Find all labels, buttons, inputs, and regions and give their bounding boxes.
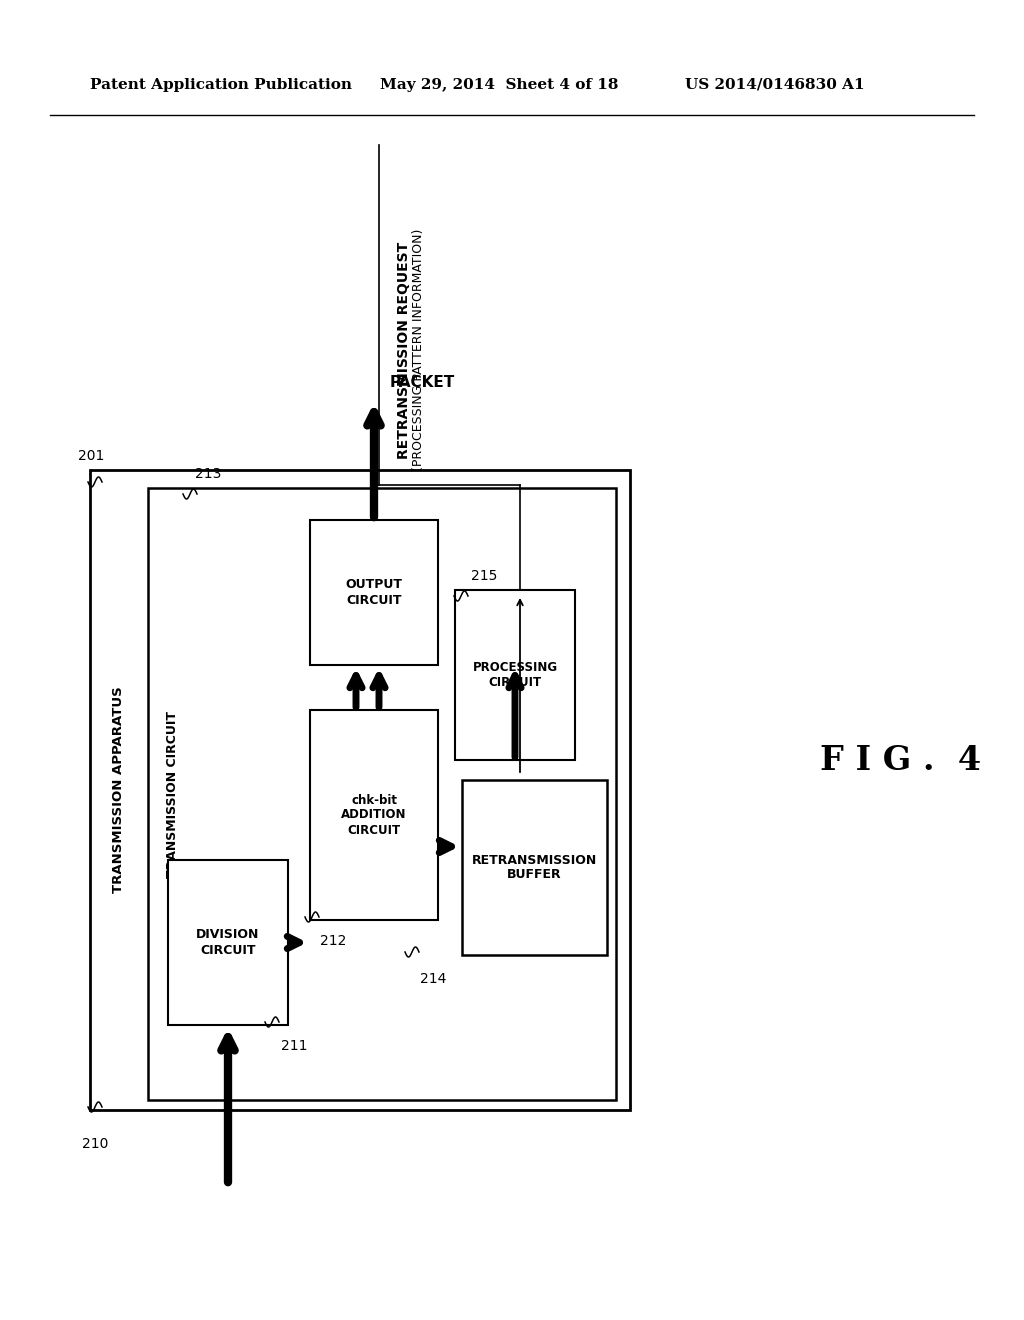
Text: TRANSMISSION CIRCUIT: TRANSMISSION CIRCUIT bbox=[167, 710, 179, 878]
Bar bbox=[90, 470, 630, 1110]
Text: 213: 213 bbox=[195, 467, 221, 480]
FancyArrowPatch shape bbox=[509, 676, 521, 758]
Text: RETRANSMISSION REQUEST: RETRANSMISSION REQUEST bbox=[397, 242, 411, 458]
Text: 201: 201 bbox=[78, 449, 104, 463]
FancyArrowPatch shape bbox=[368, 412, 381, 517]
Text: US 2014/0146830 A1: US 2014/0146830 A1 bbox=[685, 78, 864, 92]
Text: (PROCESSING PATTERN INFORMATION): (PROCESSING PATTERN INFORMATION) bbox=[412, 228, 425, 471]
FancyArrowPatch shape bbox=[221, 1038, 234, 1183]
Text: May 29, 2014  Sheet 4 of 18: May 29, 2014 Sheet 4 of 18 bbox=[380, 78, 618, 92]
Bar bbox=[310, 520, 438, 665]
FancyArrowPatch shape bbox=[288, 936, 299, 949]
Text: 214: 214 bbox=[420, 972, 446, 986]
FancyArrowPatch shape bbox=[517, 599, 523, 772]
Text: 211: 211 bbox=[281, 1039, 307, 1053]
Text: 210: 210 bbox=[82, 1137, 109, 1151]
Text: chk-bit
ADDITION
CIRCUIT: chk-bit ADDITION CIRCUIT bbox=[341, 793, 407, 837]
FancyArrowPatch shape bbox=[350, 676, 362, 708]
Bar bbox=[462, 780, 607, 954]
Bar bbox=[168, 861, 288, 1026]
Text: DIVISION
CIRCUIT: DIVISION CIRCUIT bbox=[197, 928, 260, 957]
Bar bbox=[148, 488, 616, 1100]
Bar bbox=[455, 590, 575, 760]
Text: RETRANSMISSION
BUFFER: RETRANSMISSION BUFFER bbox=[472, 854, 597, 882]
Text: 215: 215 bbox=[471, 569, 498, 583]
Text: F I G .  4: F I G . 4 bbox=[820, 743, 981, 776]
FancyArrowPatch shape bbox=[373, 676, 385, 708]
Text: PACKET: PACKET bbox=[390, 375, 456, 389]
Text: 212: 212 bbox=[319, 935, 346, 948]
Text: Patent Application Publication: Patent Application Publication bbox=[90, 78, 352, 92]
FancyArrowPatch shape bbox=[439, 841, 452, 853]
Text: PROCESSING
CIRCUIT: PROCESSING CIRCUIT bbox=[472, 661, 557, 689]
Text: TRANSMISSION APPARATUS: TRANSMISSION APPARATUS bbox=[112, 686, 125, 894]
Text: OUTPUT
CIRCUIT: OUTPUT CIRCUIT bbox=[345, 578, 402, 606]
Bar bbox=[310, 710, 438, 920]
